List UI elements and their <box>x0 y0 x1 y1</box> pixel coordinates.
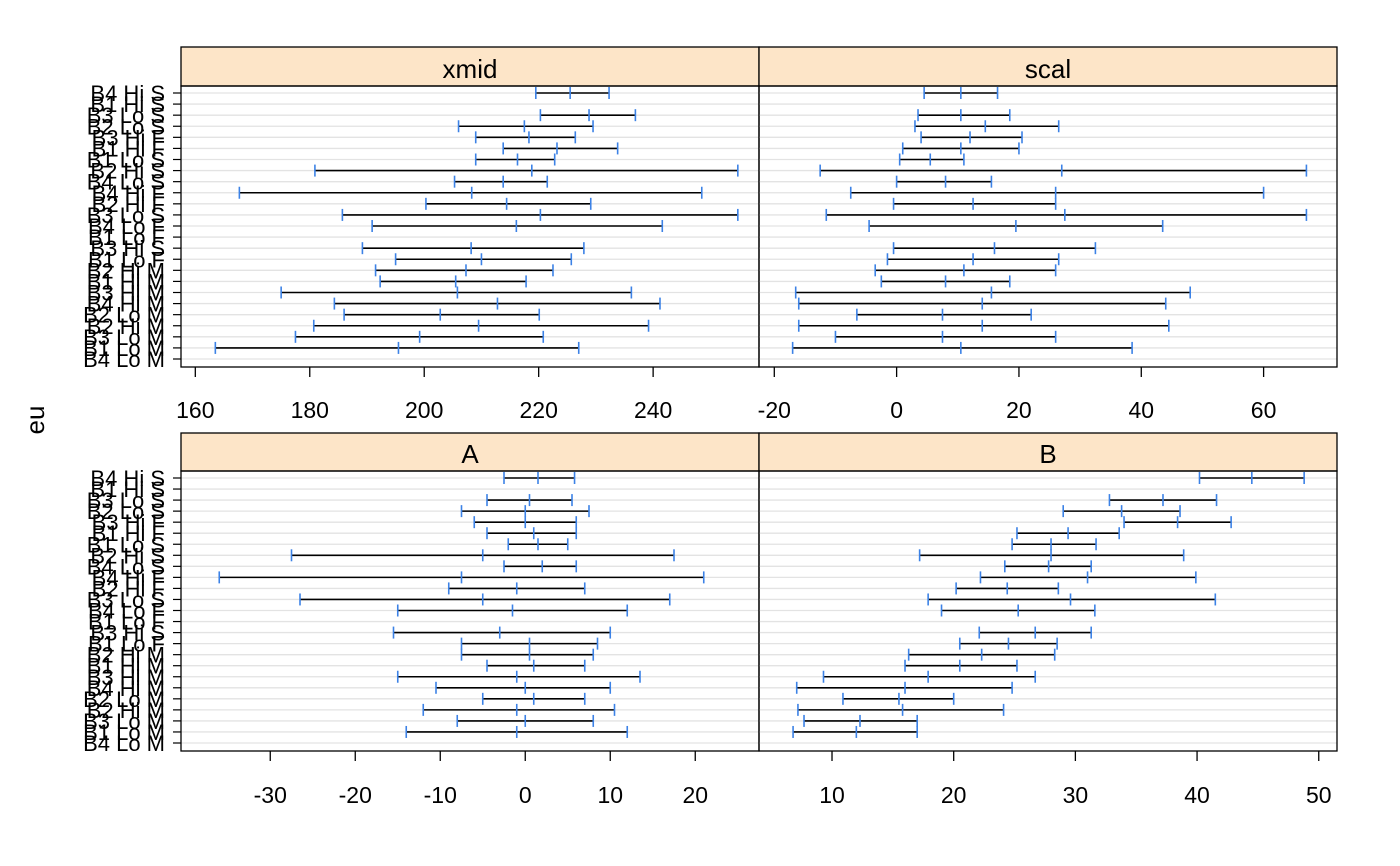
y-tick-label: B3 Lo M <box>83 325 165 350</box>
y-tick-label: B2 Lo M <box>83 687 165 712</box>
x-tick-label: 20 <box>1006 397 1032 423</box>
y-tick-label: B1 Lo F <box>88 632 165 657</box>
x-tick-label: 0 <box>519 782 532 808</box>
panel-frame <box>758 85 1338 368</box>
x-tick-label: 30 <box>1063 782 1089 808</box>
y-tick-label: B1 Hi S <box>90 477 165 502</box>
y-tick-label: B3 Hi M <box>87 281 165 306</box>
y-tick-label: B2 Hi S <box>90 543 165 568</box>
x-tick-label: -10 <box>424 782 457 808</box>
y-tick-label: B2 Hi M <box>87 314 165 339</box>
y-tick-label: B1 Lo M <box>83 336 165 361</box>
y-tick-label: B3 Lo M <box>83 709 165 734</box>
y-tick-label: B4 Hi F <box>92 181 165 206</box>
x-tick-label: 180 <box>291 397 329 423</box>
y-tick-label: B2 Hi M <box>87 258 165 283</box>
y-tick-label: B3 Hi S <box>90 236 165 261</box>
y-tick-label: B1 Hi M <box>87 269 165 294</box>
y-tick-label: B1 Lo M <box>83 720 165 745</box>
y-tick-label: B3 Lo S <box>87 103 165 128</box>
panel-b: B 10 20 30 40 50 <box>758 432 1338 808</box>
y-axis-label: eu <box>20 406 50 435</box>
x-tick-label: 10 <box>597 782 623 808</box>
panel-a: A -30 -20 -10 0 10 20 <box>180 432 760 808</box>
strip-background <box>180 432 760 472</box>
y-tick-label: B3 Hi F <box>92 125 165 150</box>
x-tick-label: 40 <box>1184 782 1210 808</box>
y-tick-label: B3 Lo S <box>87 203 165 228</box>
strip-background <box>180 46 760 87</box>
y-tick-label: B3 Hi S <box>90 621 165 646</box>
y-tick-label: B3 Lo S <box>87 587 165 612</box>
y-tick-label: B4 Hi F <box>92 565 165 590</box>
panel-frame <box>758 470 1338 752</box>
y-tick-label: B4 Hi S <box>90 466 165 491</box>
y-tick-label: B2 Hi F <box>92 192 165 217</box>
y-tick-label: B2 Lo M <box>83 303 165 328</box>
x-tick-label: 240 <box>634 397 672 423</box>
x-tick-label: 20 <box>941 782 967 808</box>
x-tick-label: 220 <box>519 397 557 423</box>
y-axis-labels-row-2: B4 Hi SB1 Hi SB3 Lo SB2 Lo SB3 Hi FB1 Hi… <box>83 466 181 756</box>
y-tick-label: B1 Lo F <box>88 225 165 250</box>
x-tick-label: 200 <box>405 397 443 423</box>
y-tick-label: B1 Lo F <box>88 247 165 272</box>
y-tick-label: B1 Lo F <box>88 610 165 635</box>
y-tick-label: B1 Hi F <box>92 521 165 546</box>
y-tick-label: B1 Hi M <box>87 654 165 679</box>
x-tick-label: -20 <box>339 782 372 808</box>
y-tick-label: B4 Lo M <box>83 347 165 372</box>
y-tick-label: B2 Lo S <box>87 499 165 524</box>
y-tick-label: B1 Hi F <box>92 136 165 161</box>
y-tick-label: B1 Lo S <box>87 148 165 173</box>
y-tick-label: B2 Hi F <box>92 576 165 601</box>
x-tick-label: -20 <box>758 397 791 423</box>
y-tick-label: B3 Lo S <box>87 488 165 513</box>
x-tick-label: 60 <box>1251 397 1277 423</box>
y-tick-label: B4 Lo M <box>83 731 165 756</box>
y-tick-label: B4 Hi S <box>90 81 165 106</box>
strip-label: xmid <box>443 54 498 84</box>
y-tick-label: B4 Hi M <box>87 292 165 317</box>
y-tick-label: B1 Hi S <box>90 92 165 117</box>
strip-label: scal <box>1025 54 1071 84</box>
x-tick-label: -30 <box>254 782 287 808</box>
strip-label: B <box>1039 439 1056 469</box>
x-tick-label: 50 <box>1306 782 1332 808</box>
x-tick-label: 20 <box>682 782 708 808</box>
y-tick-label: B4 Lo F <box>88 214 165 239</box>
y-tick-label: B4 Hi M <box>87 676 165 701</box>
y-tick-label: B1 Lo S <box>87 532 165 557</box>
panel-xmid: xmid 160 180 200 220 240 <box>176 46 760 423</box>
panel-scal: scal -20 0 20 40 60 <box>758 46 1338 423</box>
x-tick-label: 0 <box>890 397 903 423</box>
y-tick-label: B4 Lo S <box>87 170 165 195</box>
y-tick-label: B4 Lo F <box>88 599 165 624</box>
x-tick-label: 160 <box>176 397 214 423</box>
x-tick-label: 40 <box>1128 397 1154 423</box>
y-axis-labels-row-1: B4 Hi SB1 Hi SB3 Lo SB2 Lo SB3 Hi FB1 Hi… <box>83 81 181 372</box>
y-tick-label: B2 Hi M <box>87 643 165 668</box>
y-tick-label: B3 Hi M <box>87 665 165 690</box>
y-tick-label: B2 Lo S <box>87 114 165 139</box>
y-tick-label: B4 Lo S <box>87 554 165 579</box>
strip-label: A <box>461 439 479 469</box>
strip-background <box>758 46 1338 87</box>
y-tick-label: B2 Hi M <box>87 698 165 723</box>
y-tick-label: B3 Hi F <box>92 510 165 535</box>
x-tick-label: 10 <box>819 782 845 808</box>
y-tick-label: B2 Hi S <box>90 159 165 184</box>
